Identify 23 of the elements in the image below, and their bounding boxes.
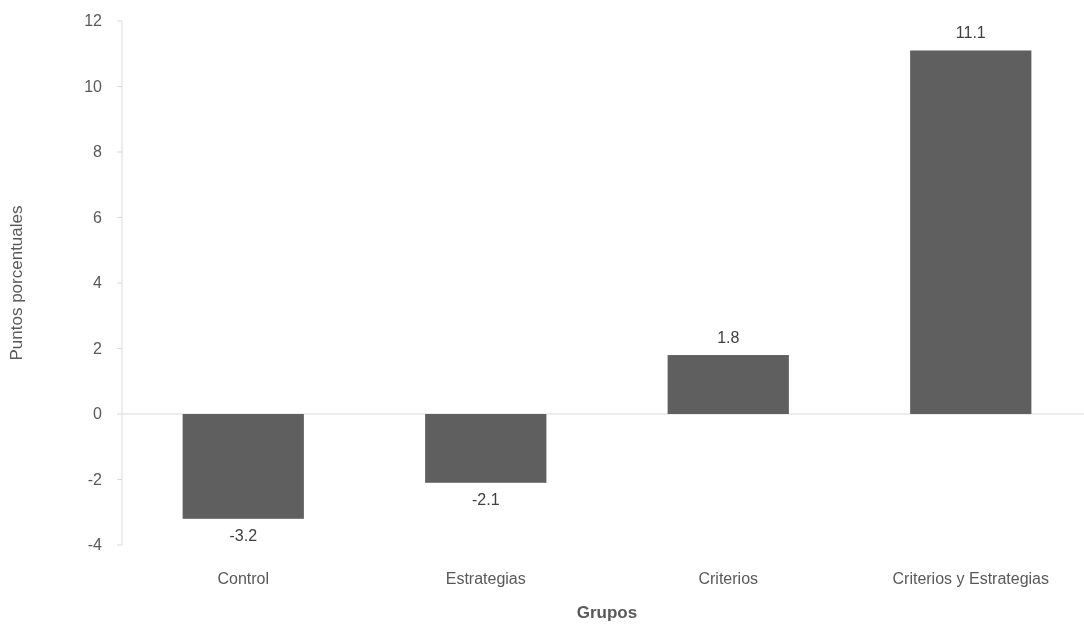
y-tick-label: 8 bbox=[93, 143, 103, 160]
y-tick-label: 10 bbox=[84, 77, 103, 95]
data-label: 11.1 bbox=[955, 24, 986, 42]
x-tick-label: Control bbox=[217, 570, 270, 587]
data-label: 1.8 bbox=[717, 329, 740, 347]
y-tick-label: 12 bbox=[84, 12, 103, 29]
bar bbox=[910, 50, 1032, 414]
x-tick-label: Estrategias bbox=[445, 570, 526, 587]
y-tick-label: -4 bbox=[87, 536, 103, 553]
y-tick-label: 2 bbox=[93, 339, 103, 357]
bar bbox=[667, 355, 789, 414]
y-tick-label: 6 bbox=[93, 208, 103, 226]
x-tick-label: Criterios bbox=[698, 570, 759, 587]
y-axis-title: Puntos porcentuales bbox=[7, 205, 26, 361]
y-tick-label: 0 bbox=[93, 405, 103, 422]
y-tick-label: 4 bbox=[93, 274, 103, 291]
x-tick-label: Criterios y Estrategias bbox=[892, 570, 1049, 587]
bar bbox=[425, 414, 547, 483]
y-tick-label: -2 bbox=[87, 470, 103, 488]
data-label: -2.1 bbox=[471, 490, 500, 508]
x-axis-title: Grupos bbox=[576, 603, 638, 622]
bar bbox=[182, 414, 304, 519]
data-label: -3.2 bbox=[229, 526, 258, 544]
